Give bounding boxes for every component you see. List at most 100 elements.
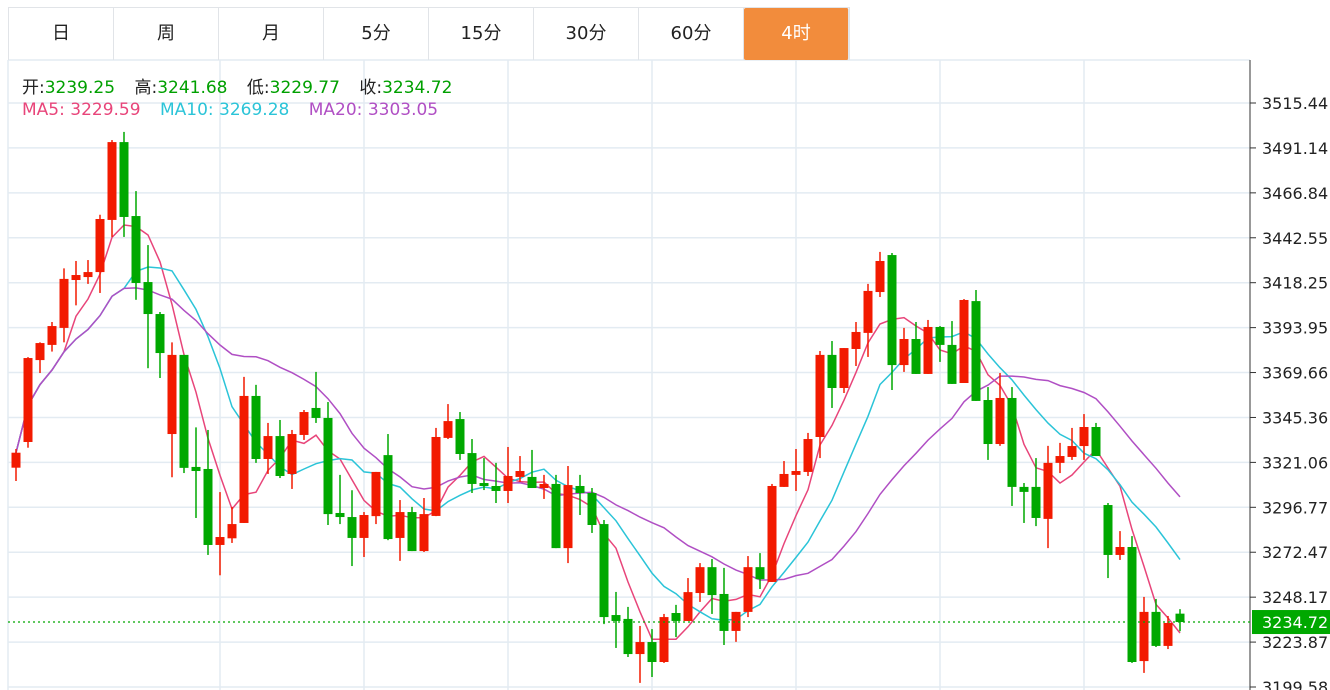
candle: [71, 260, 81, 306]
candle-body: [659, 617, 669, 663]
tab-30min[interactable]: 30分: [534, 8, 639, 60]
candle: [803, 432, 813, 477]
candle: [119, 131, 129, 237]
candle-body: [635, 642, 645, 655]
candle: [647, 629, 657, 677]
ma5-value: 3229.59: [70, 100, 141, 120]
candle: [263, 422, 273, 474]
candle-body: [1175, 613, 1185, 623]
candle: [623, 606, 633, 658]
price-axis: 3515.44 3491.14 3466.84 3442.55 3418.25 3393.…: [8, 60, 1330, 690]
candle-body: [803, 439, 813, 472]
candle-body: [1139, 611, 1149, 662]
candle-body: [995, 397, 1005, 445]
tab-day[interactable]: 日: [9, 8, 114, 60]
candle-body: [359, 515, 369, 538]
y-tick-label: 3296.77: [1262, 498, 1328, 517]
high-value: 3241.68: [157, 78, 228, 98]
candle: [1055, 442, 1065, 474]
candle: [551, 474, 561, 549]
tab-15min[interactable]: 15分: [429, 8, 534, 60]
candle: [431, 427, 441, 517]
ma20-line: [15, 287, 1181, 581]
ma10-line: [15, 266, 1181, 621]
candle: [1091, 422, 1101, 457]
candle-body: [263, 436, 273, 459]
candle-body: [395, 512, 405, 538]
candle: [899, 327, 909, 372]
candle: [407, 506, 417, 552]
close-value: 3234.72: [382, 78, 453, 98]
candle-body: [119, 142, 129, 217]
candle: [1103, 502, 1113, 579]
candle: [611, 591, 621, 648]
candle: [635, 625, 645, 683]
tab-5min[interactable]: 5分: [324, 8, 429, 60]
candle: [1127, 536, 1137, 663]
candle-body: [791, 471, 801, 475]
tab-60min[interactable]: 60分: [639, 8, 744, 60]
candle: [1031, 458, 1041, 527]
candle: [35, 342, 45, 374]
candle: [275, 419, 285, 479]
candle: [227, 506, 237, 543]
candle-body: [251, 395, 261, 459]
candle: [995, 373, 1005, 446]
y-tick-label: 3515.44: [1262, 94, 1328, 113]
candle-body: [587, 493, 597, 525]
candle-body: [851, 331, 861, 349]
candle-body: [887, 255, 897, 366]
candle-body: [227, 524, 237, 539]
y-tick-label: 3418.25: [1262, 274, 1328, 293]
candle: [851, 321, 861, 366]
y-tick-label: 3199.58: [1262, 678, 1328, 690]
y-tick-label: 3442.55: [1262, 229, 1328, 248]
candle-body: [575, 485, 585, 494]
candle-body: [1079, 427, 1089, 447]
candle: [467, 439, 477, 494]
candle-body: [491, 485, 501, 491]
candle-body: [479, 483, 489, 486]
y-tick-label: 3466.84: [1262, 184, 1328, 203]
candle: [395, 500, 405, 561]
candle: [107, 140, 117, 237]
candle: [515, 456, 525, 482]
candle-body: [155, 314, 165, 354]
candle-body: [707, 567, 717, 596]
candle: [815, 351, 825, 459]
candle: [983, 387, 993, 460]
candle: [1151, 598, 1161, 648]
candle-body: [287, 434, 297, 474]
candle-body: [971, 301, 981, 401]
low-value: 3229.77: [269, 78, 340, 98]
candle-body: [779, 473, 789, 487]
y-tick-label: 3345.36: [1262, 408, 1328, 427]
candle-body: [347, 517, 357, 538]
tab-month[interactable]: 月: [219, 8, 324, 60]
candle: [911, 321, 921, 374]
ma5-label: MA5:: [22, 100, 65, 120]
candle: [671, 604, 681, 638]
candle-body: [1019, 486, 1029, 492]
chart-grid: [7, 59, 1250, 690]
y-tick-label: 3272.47: [1262, 543, 1328, 562]
candle: [695, 563, 705, 602]
candle-body: [983, 400, 993, 445]
candle-body: [731, 611, 741, 631]
candle-body: [1127, 546, 1137, 663]
candle: [59, 268, 69, 343]
candle-body: [59, 278, 69, 328]
candle-body: [191, 466, 201, 472]
candle: [167, 342, 177, 478]
candle: [839, 348, 849, 393]
candle-body: [863, 290, 873, 333]
candle: [443, 404, 453, 440]
candle: [131, 191, 141, 300]
tab-4hour[interactable]: 4时: [744, 8, 849, 60]
candle-body: [371, 471, 381, 517]
period-tabs: 日 周 月 5分 15分 30分 60分 4时: [8, 7, 850, 60]
candles: [11, 131, 1185, 683]
candle-body: [875, 260, 885, 293]
candle: [311, 371, 321, 423]
tab-week[interactable]: 周: [114, 8, 219, 60]
